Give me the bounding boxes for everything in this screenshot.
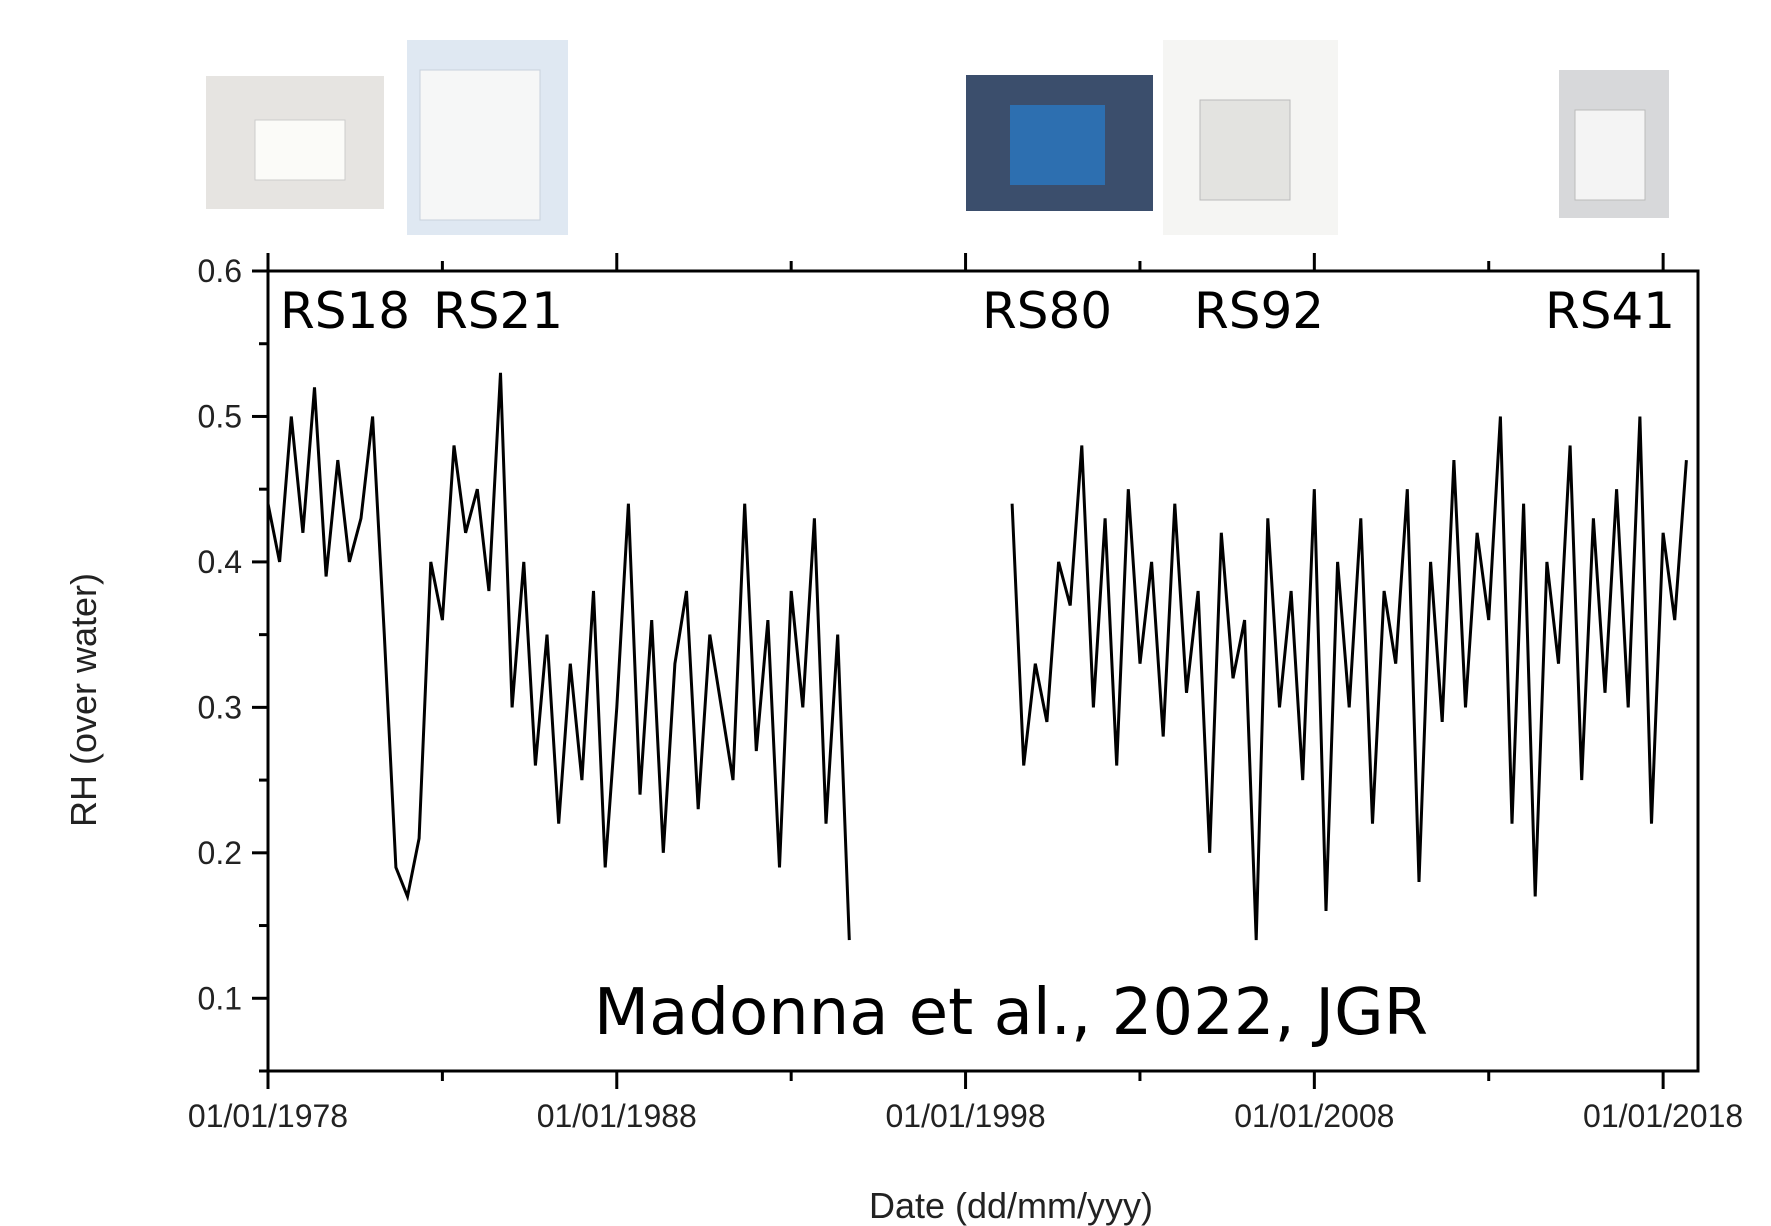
annotation: RS92 xyxy=(1194,282,1324,340)
annotation: RS80 xyxy=(982,282,1112,340)
x-tick-label: 01/01/1988 xyxy=(537,1098,697,1134)
x-axis-label: Date (dd/mm/yyy) xyxy=(869,1185,1153,1226)
x-tick-label: 01/01/1998 xyxy=(885,1098,1045,1134)
y-tick-label: 0.3 xyxy=(198,689,242,725)
y-tick-label: 0.4 xyxy=(198,544,242,580)
y-tick-label: 0.1 xyxy=(198,980,242,1016)
x-tick-label: 01/01/1978 xyxy=(188,1098,348,1134)
plot-frame xyxy=(266,269,1700,1073)
annotation: RS21 xyxy=(433,282,563,340)
x-tick-label: 01/01/2018 xyxy=(1583,1098,1743,1134)
annotation: RS41 xyxy=(1545,282,1675,340)
series-line xyxy=(266,372,1688,941)
y-axis-label: RH (over water) xyxy=(63,573,104,827)
annotation: Madonna et al., 2022, JGR xyxy=(594,976,1428,1050)
photo-detail xyxy=(1010,105,1105,185)
x-tick-label: 01/01/2008 xyxy=(1234,1098,1394,1134)
sensor-photos xyxy=(206,40,1669,235)
y-tick-label: 0.6 xyxy=(198,253,242,289)
photo-detail xyxy=(419,69,541,221)
y-tick-label: 0.2 xyxy=(198,835,242,871)
photo-detail xyxy=(1574,109,1646,201)
photo-detail xyxy=(1199,99,1291,201)
annotation: RS18 xyxy=(280,282,410,340)
y-tick-label: 0.5 xyxy=(198,398,242,434)
photo-detail xyxy=(254,119,346,181)
